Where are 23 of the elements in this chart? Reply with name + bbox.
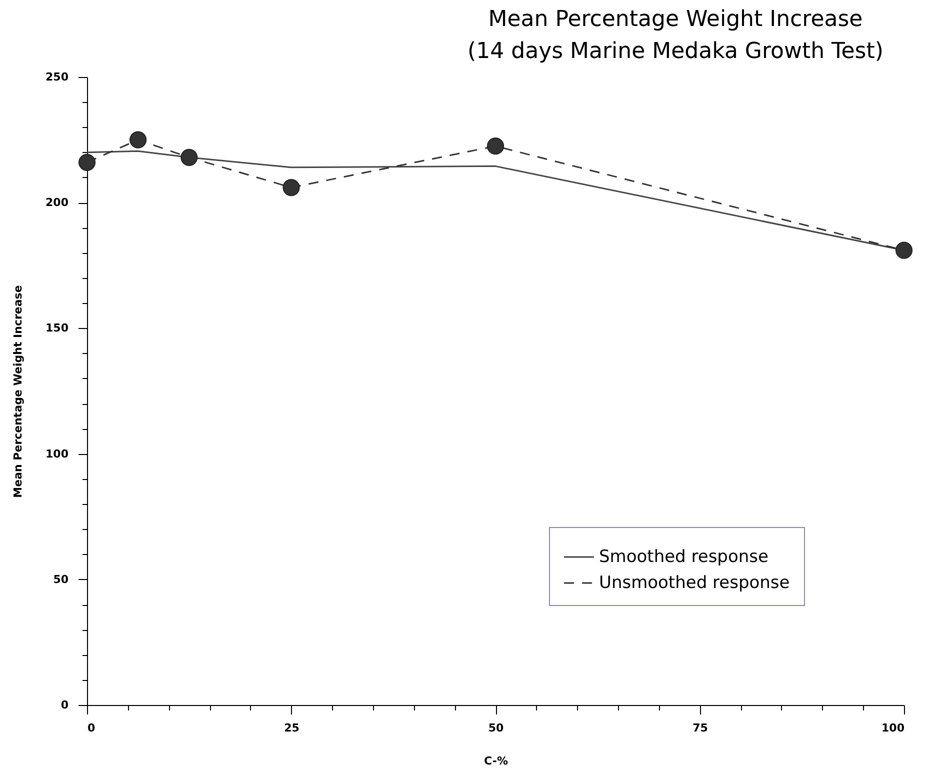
chart-title: Mean Percentage Weight Increase	[488, 7, 863, 32]
point	[78, 154, 96, 171]
y-tick-label: 50	[53, 572, 69, 586]
y-axis-title: Mean Percentage Weight Increase	[12, 285, 25, 498]
point	[180, 148, 198, 166]
legend-label: Unsmoothed response	[599, 573, 790, 593]
point	[130, 131, 147, 148]
y-tick-label: 150	[46, 322, 69, 335]
x-tick-label: 100	[882, 722, 905, 734]
legend-label: Smoothed response	[599, 547, 768, 567]
x-tick-label: 0	[88, 722, 96, 734]
y-tick-label: 0	[60, 698, 69, 712]
x-axis-title: C-%	[484, 754, 508, 768]
y-tick-label: 100	[46, 447, 69, 460]
point	[895, 242, 913, 259]
y-tick-label: 250	[46, 70, 69, 84]
point	[282, 178, 300, 196]
x-tick-label: 25	[284, 722, 300, 734]
x-tick-label: 75	[692, 722, 708, 734]
x-tick-label: 50	[488, 722, 504, 734]
point	[486, 138, 504, 155]
chart-subtitle: (14 days Marine Medaka Growth Test)	[468, 39, 884, 64]
y-tick-label: 200	[46, 196, 69, 210]
